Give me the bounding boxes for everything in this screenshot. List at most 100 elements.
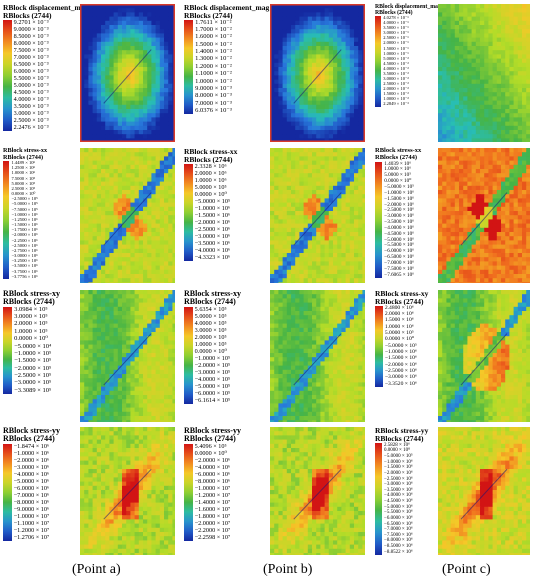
contour-map-stress-xx-point-c	[438, 148, 530, 283]
legend-title: RBlock stress-xx RBlocks (2744)	[375, 147, 437, 162]
legend-tick-label: −2.0000 × 10⁶	[384, 361, 417, 368]
legend-tick-label: 1.1000 × 10⁻²	[195, 70, 232, 78]
model-boundary	[270, 4, 365, 142]
legend-tick-label: −1.5000 × 10⁶	[384, 195, 414, 202]
legend-tick-label: 0.0000 × 10⁰	[384, 448, 411, 454]
legend-tick-label: 8.5000 × 10⁻³	[13, 32, 49, 40]
contour-map-displacement-point-c	[438, 4, 530, 142]
legend-title-line: RBlock stress-xy	[375, 289, 429, 298]
legend-title-line: RBlock stress-xy	[3, 289, 60, 298]
legend-tick-label: 2.5000 × 10⁻²	[383, 80, 409, 86]
legend-tick-label: −1.5000 × 10⁶	[384, 355, 417, 362]
legend-tick-label: −1.0000 × 10⁶	[13, 449, 50, 457]
legend-tick-label: −3.0000 × 10⁶	[384, 213, 414, 220]
legend-tick-label: −3.7500 × 10⁶	[11, 268, 38, 274]
legend-title-line: RBlock stress-xx	[184, 147, 238, 156]
panel-stress-xy-point-c: RBlock stress-xy RBlocks (2744) 2.4800 × 1…	[375, 290, 530, 422]
legend-tick-label: −5.5000 × 10⁶	[384, 510, 413, 516]
legend-tick-label: −3.7756 × 10⁶	[11, 273, 38, 279]
legend-tick-label: 7.0000 × 10⁻³	[13, 53, 49, 61]
legend-title-line: RBlocks (2744)	[184, 297, 236, 307]
legend-colorbar	[184, 306, 193, 404]
legend-colorbar	[3, 306, 13, 395]
legend-labels: 9.2701 × 10⁻³ 9.0000 × 10⁻³ 8.5000 × 10⁻³ 8…	[13, 19, 49, 131]
legend-tick-label: 1.0000 × 10⁻¹	[383, 50, 409, 56]
legend-tick-label: 1.0000 × 10⁻²	[383, 96, 409, 102]
contour-map-displacement-point-b	[270, 4, 365, 142]
legend-tick-label: −2.5000 × 10⁶	[384, 207, 414, 214]
legend-tick-label: −5.0000 × 10⁵	[194, 382, 231, 390]
simulation-image	[270, 148, 365, 283]
legend-tick-label: −1.6000 × 10⁷	[194, 505, 231, 513]
legend-tick-label: 3.0000 × 10⁵	[194, 326, 227, 334]
legend-colorbar	[375, 305, 383, 388]
legend-tick-label: −2.0000 × 10⁶	[13, 456, 50, 464]
legend-tick-label: −1.0000 × 10⁶	[11, 211, 38, 217]
legend-tick-label: 5.6354 × 10⁵	[194, 305, 227, 313]
legend-tick-label: −7.5000 × 10⁵	[11, 206, 38, 212]
legend-tick-label: 1.0000 × 10⁵	[194, 340, 227, 348]
legend-tick-label: −1.0000 × 10⁶	[384, 459, 413, 465]
legend-tick-label: −5.0000 × 10⁶	[13, 477, 50, 485]
legend-title-line: RBlock stress-xx	[375, 147, 422, 154]
legend-stress-yy-point-a: RBlock stress-yy RBlocks (2744) −1.8474 × …	[3, 426, 78, 541]
fracture-trace	[103, 192, 152, 246]
fracture-trace	[103, 49, 152, 104]
legend-tick-label: −2.2598 × 10⁷	[194, 533, 231, 541]
legend-tick-label: 2.3328 × 10⁶	[194, 162, 227, 170]
legend-tick-label: −3.0000 × 10⁵	[14, 379, 52, 387]
legend-tick-label: 5.4096 × 10⁵	[194, 442, 227, 450]
legend-tick-label: −8.0000 × 10⁶	[384, 538, 413, 544]
legend-tick-label: −1.5000 × 10⁵	[14, 357, 52, 365]
legend-tick-label: 0.0000 × 10⁰	[194, 347, 227, 355]
legend-tick-label: −8.8522 × 10⁶	[384, 549, 413, 555]
legend-tick-label: 2.0000 × 10⁶	[194, 169, 227, 177]
panel-stress-xx-point-a: RBlock stress-xx RBlocks (2744) 1.4489 × 1…	[3, 147, 175, 283]
legend-tick-label: −1.0000 × 10⁷	[194, 484, 231, 492]
legend-tick-label: −6.0000 × 10⁶	[13, 484, 50, 492]
legend-tick-label: −5.5000 × 10⁶	[384, 242, 414, 249]
legend-tick-label: −3.3520 × 10⁶	[384, 380, 417, 387]
legend-tick-label: −2.0000 × 10⁶	[11, 232, 38, 238]
legend-tick-label: −6.0000 × 10⁶	[384, 248, 414, 255]
legend-tick-label: −5.0000 × 10⁵	[384, 184, 414, 190]
legend-tick-label: 2.4800 × 10⁶	[384, 304, 414, 311]
legend-tick-label: 9.0000 × 10⁻³	[13, 25, 49, 33]
legend-tick-label: 5.0000 × 10⁵	[11, 180, 36, 186]
legend-title: RBlock stress-yy RBlocks (2744)	[3, 426, 78, 444]
legend-tick-label: −3.5000 × 10⁶	[11, 263, 38, 269]
legend-tick-label: 6.0376 × 10⁻³	[195, 106, 232, 114]
fracture-trace	[293, 192, 342, 246]
legend-stress-xy-point-c: RBlock stress-xy RBlocks (2744) 2.4800 × 1…	[375, 289, 437, 388]
legend-labels: 1.4039 × 10⁶ 1.0000 × 10⁶ 5.0000 × 10⁵ 0.00…	[384, 161, 414, 278]
legend-title-line: RBlocks (2744)	[184, 154, 233, 164]
legend-tick-label: 4.0278 × 10⁻¹	[383, 15, 409, 21]
simulation-image	[80, 290, 175, 422]
panel-displacement-point-c: RBlock displacement_mag RBlocks (2744) 4.0…	[375, 4, 530, 142]
legend-displacement-point-b: RBlock displacement_mag RBlocks (2744) 1.7…	[184, 4, 272, 115]
legend-tick-label: 2.2849 × 10⁻³	[383, 101, 409, 107]
contour-map-stress-xy-point-b	[270, 290, 365, 422]
panel-stress-xx-point-b: RBlock stress-xx RBlocks (2744) 2.3328 × 1…	[184, 148, 365, 283]
legend-tick-label: −2.0000 × 10⁷	[194, 519, 231, 527]
legend-tick-label: −1.4000 × 10⁷	[194, 498, 231, 506]
legend-tick-label: −2.0000 × 10⁵	[14, 364, 52, 372]
legend-tick-label: −2.5000 × 10⁶	[384, 368, 417, 375]
legend-title-line: RBlock stress-yy	[3, 426, 60, 435]
legend-tick-label: 1.4489 × 10⁶	[11, 160, 36, 165]
legend-labels: 2.4800 × 10⁶ 2.0000 × 10⁶ 1.5000 × 10⁶ 1.00…	[384, 304, 417, 388]
legend-tick-label: 1.0000 × 10⁻²	[195, 77, 232, 85]
simulation-image	[438, 4, 530, 142]
legend-tick-label: −6.5000 × 10⁶	[384, 521, 413, 527]
legend-title: RBlock stress-xy RBlocks (2744)	[3, 289, 78, 307]
legend-tick-label: −7.0000 × 10⁶	[384, 527, 413, 533]
legend-tick-label: 3.0000 × 10⁵	[14, 313, 48, 321]
legend-stress-xx-point-c: RBlock stress-xx RBlocks (2744) 1.4039 × 1…	[375, 147, 437, 279]
legend-colorbar	[184, 443, 193, 541]
legend-tick-label: 1.7611 × 10⁻²	[195, 18, 232, 26]
legend-tick-label: −4.0000 × 10⁶	[13, 470, 50, 478]
legend-tick-label: 1.5000 × 10⁶	[384, 317, 414, 324]
legend-title: RBlock stress-xx RBlocks (2744)	[184, 148, 272, 164]
legend-tick-label: 2.5000 × 10⁻³	[13, 116, 49, 124]
legend-tick-label: 0.0000 × 10⁰	[194, 190, 227, 198]
